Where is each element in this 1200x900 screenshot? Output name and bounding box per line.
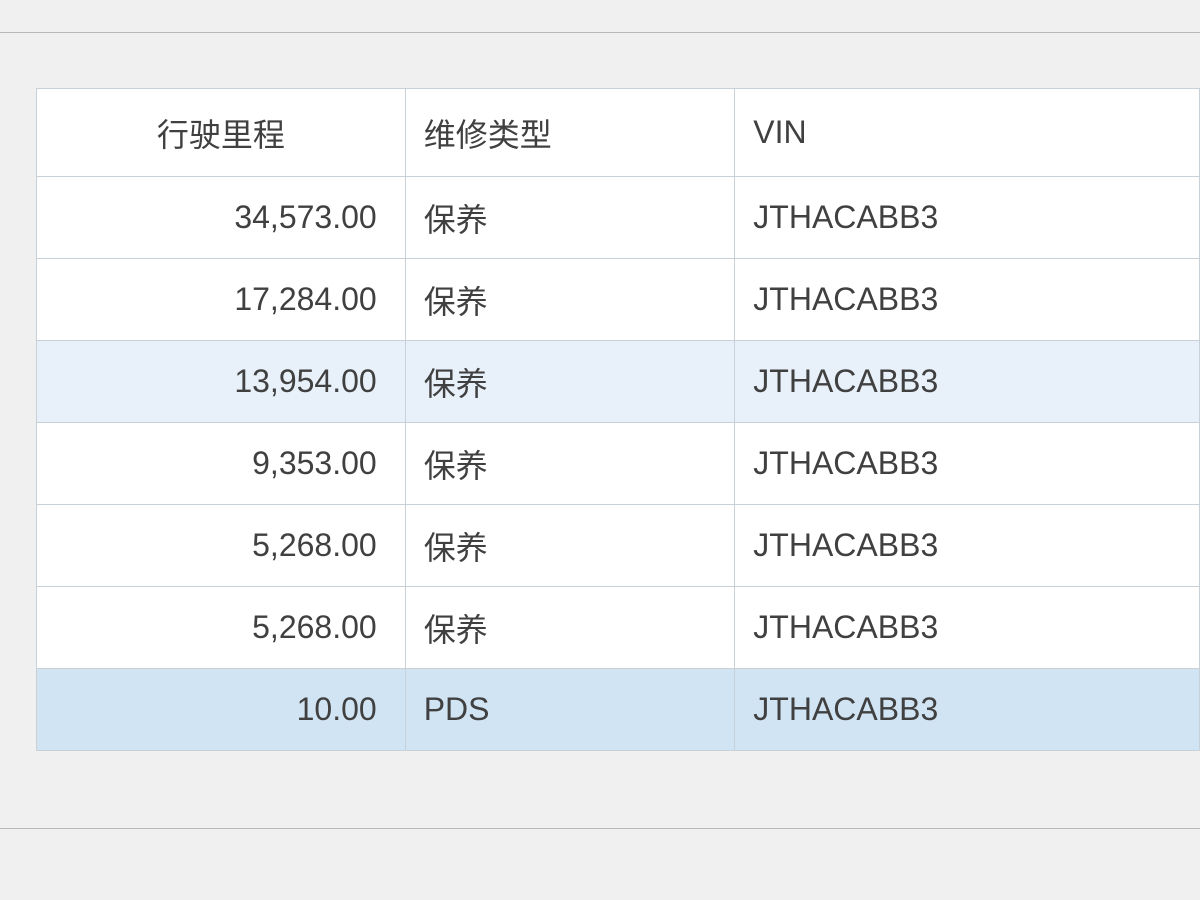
table-row[interactable]: 9,353.00 保养 JTHACABB3 [37, 423, 1200, 505]
column-header-vin[interactable]: VIN [735, 89, 1200, 177]
cell-vin: JTHACABB3 [735, 423, 1200, 505]
bottom-divider [0, 828, 1200, 829]
top-divider [0, 32, 1200, 33]
cell-vin: JTHACABB3 [735, 259, 1200, 341]
column-header-repair-type[interactable]: 维修类型 [405, 89, 735, 177]
table-row[interactable]: 34,573.00 保养 JTHACABB3 [37, 177, 1200, 259]
cell-vin: JTHACABB3 [735, 505, 1200, 587]
table-header-row: 行驶里程 维修类型 VIN [37, 89, 1200, 177]
cell-vin: JTHACABB3 [735, 341, 1200, 423]
cell-vin: JTHACABB3 [735, 177, 1200, 259]
table-row[interactable]: 5,268.00 保养 JTHACABB3 [37, 505, 1200, 587]
table-wrapper: 行驶里程 维修类型 VIN 34,573.00 保养 JTHACABB3 17,… [36, 88, 1200, 751]
cell-vin: JTHACABB3 [735, 669, 1200, 751]
cell-mileage: 10.00 [37, 669, 406, 751]
table-row[interactable]: 17,284.00 保养 JTHACABB3 [37, 259, 1200, 341]
table-row[interactable]: 10.00 PDS JTHACABB3 [37, 669, 1200, 751]
table-row[interactable]: 13,954.00 保养 JTHACABB3 [37, 341, 1200, 423]
cell-repair-type: 保养 [405, 505, 735, 587]
cell-repair-type: 保养 [405, 423, 735, 505]
grid-container: 行驶里程 维修类型 VIN 34,573.00 保养 JTHACABB3 17,… [0, 0, 1200, 900]
cell-mileage: 13,954.00 [37, 341, 406, 423]
cell-repair-type: 保养 [405, 341, 735, 423]
cell-repair-type: 保养 [405, 259, 735, 341]
data-table: 行驶里程 维修类型 VIN 34,573.00 保养 JTHACABB3 17,… [36, 88, 1200, 751]
cell-mileage: 34,573.00 [37, 177, 406, 259]
table-row[interactable]: 5,268.00 保养 JTHACABB3 [37, 587, 1200, 669]
cell-repair-type: 保养 [405, 587, 735, 669]
cell-mileage: 5,268.00 [37, 505, 406, 587]
cell-mileage: 9,353.00 [37, 423, 406, 505]
cell-mileage: 17,284.00 [37, 259, 406, 341]
column-header-mileage[interactable]: 行驶里程 [37, 89, 406, 177]
cell-repair-type: PDS [405, 669, 735, 751]
cell-mileage: 5,268.00 [37, 587, 406, 669]
cell-repair-type: 保养 [405, 177, 735, 259]
cell-vin: JTHACABB3 [735, 587, 1200, 669]
